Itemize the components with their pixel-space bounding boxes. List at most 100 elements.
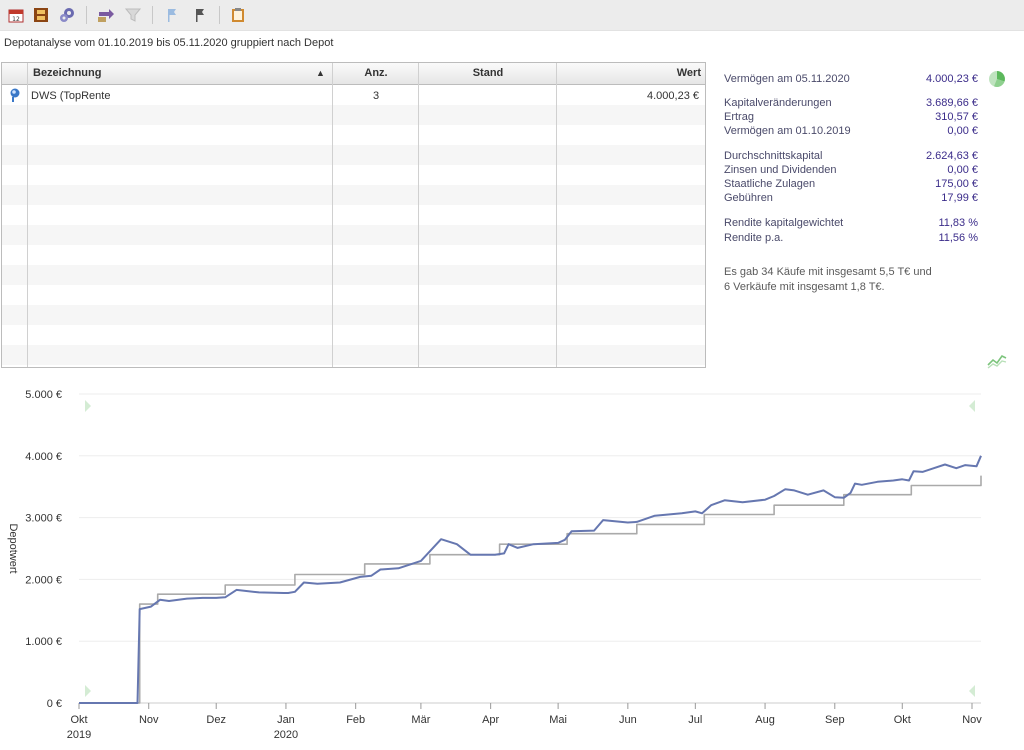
- summary-label: Gebühren: [724, 192, 773, 204]
- column-header-anz[interactable]: Anz.: [364, 67, 388, 79]
- summary-label: Staatliche Zulagen: [724, 178, 816, 190]
- summary-label: Rendite p.a.: [724, 232, 784, 244]
- chart-nav-right-icon: [85, 685, 91, 697]
- svg-text:12: 12: [12, 16, 20, 23]
- clipboard-icon[interactable]: [228, 5, 248, 25]
- y-tick-label: 0 €: [47, 698, 62, 710]
- summary-rendite-kapitalgewichtet: Rendite kapitalgewichtet 11,83 %: [724, 216, 978, 230]
- summary-value: 11,83 %: [938, 217, 978, 229]
- summary-value: 175,00 €: [935, 178, 978, 190]
- x-tick-label: Nov: [139, 714, 159, 726]
- film-icon[interactable]: [31, 5, 51, 25]
- summary-value: 310,57 €: [935, 111, 978, 123]
- flag-blue-icon[interactable]: [162, 5, 182, 25]
- summary-label: Durchschnittskapital: [724, 150, 823, 162]
- x-tick-label: Okt: [70, 714, 87, 726]
- summary-kapitalveraenderungen: Kapitalveränderungen 3.689,66 €: [724, 96, 978, 110]
- x-tick-label: Feb: [346, 714, 365, 726]
- x-tick-label: Aug: [755, 714, 775, 726]
- y-axis-label: Depotwert: [7, 523, 19, 573]
- row-wert: 4.000,23 €: [647, 90, 699, 102]
- x-tick-label: Jun: [619, 714, 637, 726]
- x-tick-label: Jan: [277, 714, 295, 726]
- summary-zulagen: Staatliche Zulagen 175,00 €: [724, 177, 978, 191]
- depot-icon: [9, 88, 21, 104]
- purchase-note-line-2: 6 Verkäufe mit insgesamt 1,8 T€.: [724, 281, 885, 293]
- chart-nav-left-icon: [969, 400, 975, 412]
- table-stripe: [2, 145, 705, 165]
- summary-vermoegen-start: Vermögen am 01.10.2019 0,00 €: [724, 124, 978, 138]
- table-stripe: [2, 305, 705, 325]
- calendar-icon[interactable]: 12: [6, 5, 26, 25]
- summary-value: 17,99 €: [941, 192, 978, 204]
- column-header-bezeichnung[interactable]: Bezeichnung: [33, 67, 102, 79]
- row-stand: [419, 86, 557, 106]
- analysis-subtitle: Depotanalyse vom 01.10.2019 bis 05.11.20…: [4, 37, 334, 49]
- summary-ertrag: Ertrag 310,57 €: [724, 110, 978, 124]
- summary-value: 0,00 €: [947, 125, 978, 137]
- transfer-icon[interactable]: [96, 5, 116, 25]
- row-bezeichnung: DWS (TopRente: [31, 90, 111, 102]
- summary-label: Kapitalveränderungen: [724, 97, 832, 109]
- column-divider: [27, 63, 28, 367]
- summary-value: 11,56 %: [938, 232, 978, 244]
- column-divider: [418, 63, 419, 367]
- table-header: Bezeichnung ▲ Anz. Stand Wert: [2, 63, 705, 85]
- column-divider: [556, 63, 557, 367]
- depot-value-chart: 0 € 1.000 € 2.000 € 3.000 € 4.000 € 5.000 € De…: [0, 380, 1024, 750]
- x-tick-label: Apr: [482, 714, 499, 726]
- table-stripe: [2, 185, 705, 205]
- column-header-stand[interactable]: Stand: [472, 67, 504, 79]
- y-tick-label: 2.000 €: [25, 574, 62, 586]
- trend-chart-icon[interactable]: [987, 351, 1007, 369]
- filter-icon[interactable]: [123, 5, 143, 25]
- x-tick-label: Mai: [549, 714, 567, 726]
- x-tick-year-label: 2019: [67, 729, 91, 741]
- pie-chart-icon[interactable]: [988, 70, 1006, 88]
- summary-gebuehren: Gebühren 17,99 €: [724, 191, 978, 205]
- y-tick-label: 1.000 €: [25, 636, 62, 648]
- table-stripe: [2, 265, 705, 285]
- toolbar-separator: [86, 6, 87, 24]
- summary-value: 3.689,66 €: [926, 97, 978, 109]
- summary-label: Zinsen und Dividenden: [724, 164, 837, 176]
- purchase-note-line-1: Es gab 34 Käufe mit insgesamt 5,5 T€ und: [724, 266, 932, 278]
- summary-label: Vermögen am 01.10.2019: [724, 125, 851, 137]
- x-tick-label: Jul: [688, 714, 702, 726]
- chart-nav-right-icon: [85, 400, 91, 412]
- x-tick-label: Dez: [206, 714, 226, 726]
- chart-nav-left-icon: [969, 685, 975, 697]
- y-tick-label: 4.000 €: [25, 451, 62, 463]
- summary-vermoegen-end: Vermögen am 05.11.2020 4.000,23 €: [724, 72, 978, 86]
- x-tick-label: Nov: [962, 714, 982, 726]
- summary-value: 0,00 €: [947, 164, 978, 176]
- summary-value: 4.000,23 €: [926, 73, 978, 85]
- depot-table: Bezeichnung ▲ Anz. Stand Wert DWS (TopRe…: [1, 62, 706, 368]
- table-stripe: [2, 345, 705, 365]
- chart-svg: 0 € 1.000 € 2.000 € 3.000 € 4.000 € 5.000 € De…: [7, 389, 982, 741]
- summary-value: 2.624,63 €: [926, 150, 978, 162]
- invested-capital-series: [79, 475, 982, 704]
- toolbar-separator: [219, 6, 220, 24]
- toolbar-separator: [152, 6, 153, 24]
- column-header-wert[interactable]: Wert: [676, 67, 701, 79]
- summary-rendite-pa: Rendite p.a. 11,56 %: [724, 231, 978, 245]
- summary-label: Rendite kapitalgewichtet: [724, 217, 844, 229]
- y-tick-label: 5.000 €: [25, 389, 62, 401]
- x-tick-label: Sep: [825, 714, 845, 726]
- table-stripe: [2, 105, 705, 125]
- gears-icon[interactable]: [57, 5, 77, 25]
- summary-durchschnittskapital: Durchschnittskapital 2.624,63 €: [724, 149, 978, 163]
- x-tick-year-label: 2020: [274, 729, 298, 741]
- summary-label: Vermögen am 05.11.2020: [724, 73, 850, 85]
- summary-zinsen: Zinsen und Dividenden 0,00 €: [724, 163, 978, 177]
- toolbar: 12: [0, 0, 1024, 31]
- flag-dark-icon[interactable]: [190, 5, 210, 25]
- table-stripe: [2, 225, 705, 245]
- depot-value-series: [79, 455, 982, 704]
- sort-asc-icon[interactable]: ▲: [316, 68, 325, 78]
- y-tick-label: 3.000 €: [25, 513, 62, 525]
- x-tick-label: Mär: [411, 714, 430, 726]
- column-divider: [332, 63, 333, 367]
- x-tick-label: Okt: [894, 714, 911, 726]
